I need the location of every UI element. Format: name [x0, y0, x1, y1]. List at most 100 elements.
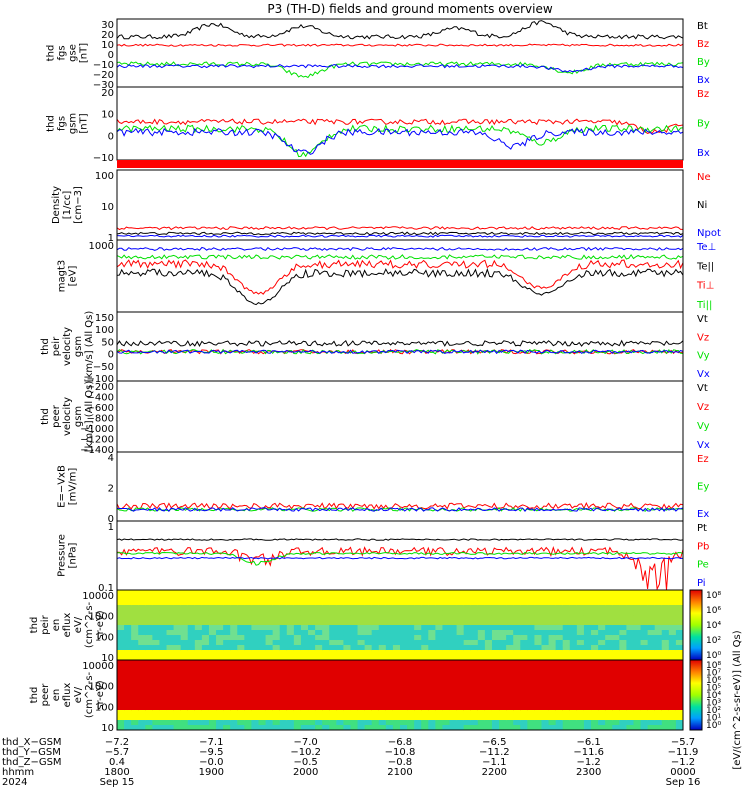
spec-cell: [237, 645, 245, 651]
xaxis-value: −0.0: [199, 757, 223, 768]
spec-cell: [541, 690, 550, 696]
spec-cell: [187, 625, 196, 631]
spec-cell: [661, 690, 670, 696]
spec-cell: [569, 710, 578, 716]
spec-cell: [315, 640, 323, 646]
spec-cell: [640, 595, 649, 601]
spec-cell: [187, 605, 196, 611]
spec-cell: [279, 710, 288, 716]
spec-cell: [612, 660, 620, 666]
spec-cell: [520, 670, 528, 676]
spec-cell: [371, 715, 380, 721]
spec-cell: [385, 660, 394, 666]
spec-cell: [407, 670, 415, 676]
spec-cell: [201, 595, 210, 601]
spec-cell: [350, 600, 359, 606]
colorbar-tick: 10⁷: [706, 669, 721, 679]
spec-cell: [668, 665, 677, 671]
spec-cell: [166, 715, 175, 721]
spec-cell: [675, 625, 684, 631]
spec-cell: [378, 640, 387, 646]
spec-cell: [548, 640, 557, 646]
spec-cell: [591, 655, 599, 661]
spec-cell: [300, 595, 309, 601]
spec-cell: [463, 670, 472, 676]
spec-cell: [598, 660, 606, 666]
spec-cell: [371, 675, 380, 681]
spec-cell: [513, 690, 521, 696]
panel-frame-p8: [116, 520, 684, 591]
spec-cell: [272, 650, 281, 656]
spec-cell: [223, 650, 231, 656]
spec-cell: [322, 650, 330, 656]
spec-cell: [548, 695, 557, 701]
legend-p7-2: Ex: [697, 509, 709, 520]
spec-cell: [300, 720, 309, 726]
spec-cell: [548, 610, 557, 616]
spec-cell: [661, 615, 670, 621]
spec-cell: [414, 690, 422, 696]
spec-cell: [265, 695, 274, 701]
spec-cell: [117, 715, 125, 721]
spec-cell: [675, 720, 684, 726]
spec-cell: [534, 605, 542, 611]
spec-cell: [237, 670, 245, 676]
spec-cell: [555, 625, 564, 631]
spec-cell: [371, 700, 380, 706]
spec-cell: [612, 685, 620, 691]
xaxis-value: −5.7: [671, 737, 695, 748]
spec-cell: [272, 680, 281, 686]
spec-cell: [435, 715, 443, 721]
spec-cell: [208, 715, 217, 721]
spec-cell: [414, 595, 422, 601]
ylabel-p10: (cm^2-s-: [84, 671, 95, 718]
spec-cell: [272, 610, 281, 616]
spec-cell: [166, 685, 175, 691]
spec-cell: [442, 595, 451, 601]
spec-cell: [555, 720, 564, 726]
spec-cell: [152, 715, 160, 721]
spec-cell: [414, 590, 422, 596]
spec-cell: [548, 670, 557, 676]
spec-cell: [569, 715, 578, 721]
spec-cell: [364, 705, 373, 711]
spec-cell: [668, 590, 677, 596]
spec-cell: [194, 605, 203, 611]
spec-cell: [400, 590, 408, 596]
spec-cell: [407, 640, 415, 646]
spec-cell: [612, 615, 620, 621]
spec-cell: [385, 670, 394, 676]
spec-cell: [463, 605, 472, 611]
spec-cell: [187, 685, 196, 691]
spec-cell: [513, 700, 521, 706]
spec-cell: [400, 715, 408, 721]
spec-cell: [576, 650, 585, 656]
spec-cell: [272, 595, 281, 601]
ylabel-p8: Pressure: [57, 534, 68, 577]
spec-cell: [477, 680, 486, 686]
spec-cell: [201, 615, 210, 621]
spec-cell: [138, 700, 146, 706]
spec-cell: [640, 625, 649, 631]
spec-cell: [400, 645, 408, 651]
spec-cell: [477, 725, 486, 731]
spec-cell: [392, 665, 401, 671]
spec-cell: [265, 605, 274, 611]
spec-cell: [499, 685, 507, 691]
spec-cell: [159, 590, 168, 596]
spec-cell: [230, 640, 238, 646]
spec-cell: [647, 655, 656, 661]
spec-cell: [244, 705, 252, 711]
spec-cell: [392, 610, 401, 616]
spec-cell: [456, 665, 465, 671]
spec-cell: [598, 625, 606, 631]
spec-cell: [392, 600, 401, 606]
spec-cell: [194, 615, 203, 621]
spec-cell: [541, 595, 550, 601]
spec-cell: [378, 625, 387, 631]
spec-cell: [520, 665, 528, 671]
spec-cell: [661, 635, 670, 641]
spec-cell: [633, 655, 642, 661]
spec-cell: [435, 590, 443, 596]
spec-cell: [442, 705, 451, 711]
